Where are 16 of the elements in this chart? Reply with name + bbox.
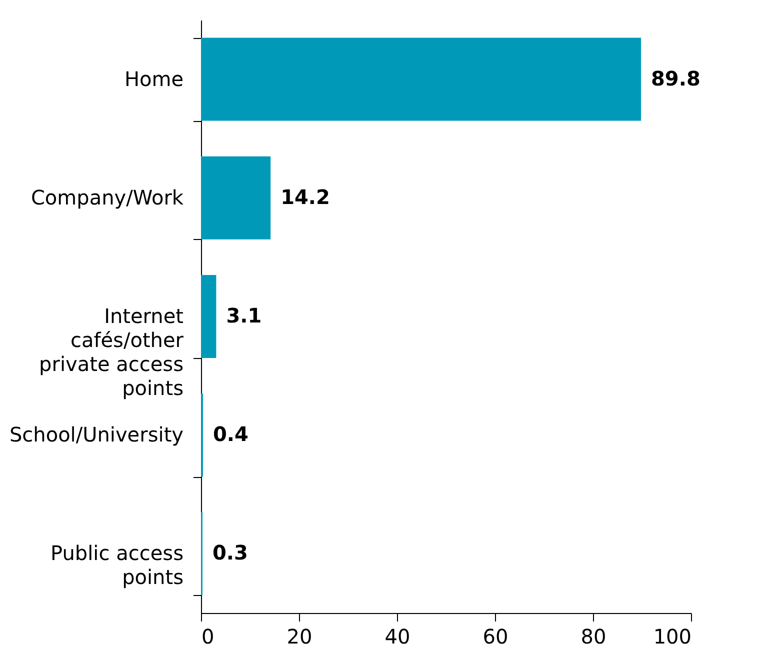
x-tick-label: 0	[202, 624, 214, 648]
data-label: 3.1	[226, 304, 262, 328]
y-tick-label: Home	[124, 66, 184, 91]
data-label: 0.3	[212, 540, 248, 565]
x-tick-label: 100	[653, 624, 692, 648]
y-tick-label: Public access points	[50, 541, 184, 590]
y-tick-label: Internet cafés/other private access points	[39, 304, 184, 400]
y-tick-label: School/University	[9, 422, 184, 447]
data-label: 89.8	[651, 66, 700, 90]
data-label: 14.2	[280, 184, 330, 209]
x-tick-label: 40	[384, 624, 410, 648]
x-tick-label: 20	[286, 624, 312, 648]
x-tick-label: 80	[580, 624, 606, 648]
data-label: 0.4	[212, 422, 248, 446]
y-tick-label: Company/Work	[30, 185, 184, 210]
x-tick-label: 60	[482, 624, 508, 648]
